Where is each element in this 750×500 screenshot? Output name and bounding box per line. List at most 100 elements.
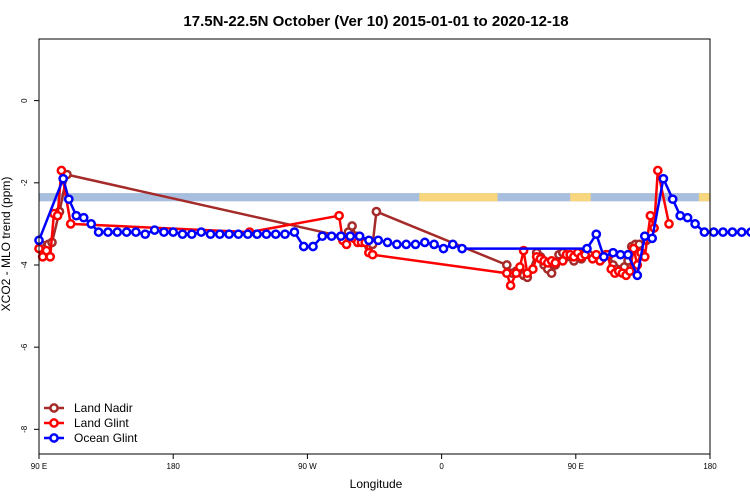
data-point xyxy=(78,212,89,223)
data-point xyxy=(429,239,439,250)
data-point xyxy=(623,249,633,260)
data-point xyxy=(664,219,674,229)
data-point xyxy=(615,249,626,260)
data-point xyxy=(645,210,656,221)
data-point xyxy=(658,173,669,184)
series-layer xyxy=(34,165,750,291)
land-segment xyxy=(570,193,591,202)
data-point xyxy=(149,225,160,235)
series-ocean-glint xyxy=(34,173,750,281)
data-point xyxy=(382,237,393,248)
data-point xyxy=(667,194,678,205)
legend-swatch-marker xyxy=(49,433,59,443)
y-tick-label: -4 xyxy=(20,261,29,269)
data-point xyxy=(457,243,467,254)
data-point xyxy=(93,227,104,237)
data-point xyxy=(270,229,281,240)
y-tick-label: -6 xyxy=(20,343,29,351)
data-point xyxy=(419,237,430,248)
data-point xyxy=(347,221,357,231)
data-point xyxy=(112,227,123,237)
data-point xyxy=(632,270,643,281)
data-point xyxy=(647,233,658,244)
land-segment xyxy=(698,193,710,202)
data-point xyxy=(608,247,618,258)
data-point xyxy=(373,235,384,246)
x-axis-ticks: 90 E 180 90 W 0 90 E 180 xyxy=(31,454,717,471)
data-point xyxy=(410,239,421,250)
legend-swatch-marker xyxy=(49,418,59,428)
data-point xyxy=(298,241,309,252)
x-axis-title: Longitude xyxy=(350,477,403,491)
data-point xyxy=(364,235,374,246)
data-point xyxy=(591,229,602,240)
data-point xyxy=(727,227,738,237)
data-point xyxy=(196,227,207,237)
data-point xyxy=(168,227,179,237)
ocean-strip xyxy=(39,193,710,202)
legend-item: Land Glint xyxy=(44,416,129,430)
data-point xyxy=(639,231,650,242)
data-point xyxy=(140,229,151,240)
data-point xyxy=(45,251,56,262)
data-point xyxy=(233,229,244,240)
data-point xyxy=(675,210,686,221)
data-point xyxy=(546,268,557,279)
data-point xyxy=(699,227,710,237)
data-point xyxy=(528,264,538,274)
data-point xyxy=(121,227,132,237)
data-point xyxy=(252,229,262,240)
data-point xyxy=(71,210,82,221)
chart-title: 17.5N-22.5N October (Ver 10) 2015-01-01 … xyxy=(183,13,568,30)
legend-item: Ocean Glint xyxy=(44,431,138,445)
data-point xyxy=(501,260,512,270)
legend-label: Land Nadir xyxy=(74,401,133,415)
x-tick-label: 90 E xyxy=(31,462,47,471)
data-point xyxy=(186,229,197,240)
data-point xyxy=(52,210,63,221)
data-point xyxy=(582,243,592,254)
data-point xyxy=(177,229,188,240)
data-point xyxy=(63,194,74,205)
data-point xyxy=(345,231,356,242)
data-point xyxy=(628,243,639,254)
data-point xyxy=(505,280,516,291)
data-point xyxy=(86,219,97,229)
y-tick-label: -8 xyxy=(20,425,29,433)
data-point xyxy=(550,258,561,268)
x-tick-label: 180 xyxy=(167,462,181,471)
data-point xyxy=(515,262,525,272)
y-tick-label: -2 xyxy=(20,179,29,187)
data-point xyxy=(214,229,225,240)
data-point xyxy=(367,249,378,260)
data-point xyxy=(289,227,300,237)
x-tick-label: 0 xyxy=(439,462,444,471)
y-axis-ticks: 0 -2 -4 -6 -8 xyxy=(20,98,39,433)
data-point xyxy=(354,231,365,242)
data-point xyxy=(280,229,290,240)
data-point xyxy=(718,227,728,237)
data-point xyxy=(447,239,458,250)
land-segment xyxy=(419,193,498,202)
legend-swatch-marker xyxy=(49,403,59,413)
data-point xyxy=(103,227,113,237)
data-point xyxy=(598,251,609,262)
x-tick-label: 180 xyxy=(703,462,717,471)
data-point xyxy=(56,165,67,176)
data-point xyxy=(317,231,328,242)
x-tick-label: 90 W xyxy=(298,462,317,471)
data-point xyxy=(308,241,318,252)
data-point xyxy=(401,239,412,250)
data-point xyxy=(392,239,402,250)
data-point xyxy=(261,229,272,240)
y-axis-title: XCO2 - MLO trend (ppm) xyxy=(0,177,13,312)
data-point xyxy=(371,206,382,217)
data-point xyxy=(336,231,346,242)
data-point xyxy=(242,229,253,240)
data-point xyxy=(65,219,76,229)
data-point xyxy=(205,229,216,240)
legend-item: Land Nadir xyxy=(44,401,133,415)
plot-frame xyxy=(38,38,711,455)
